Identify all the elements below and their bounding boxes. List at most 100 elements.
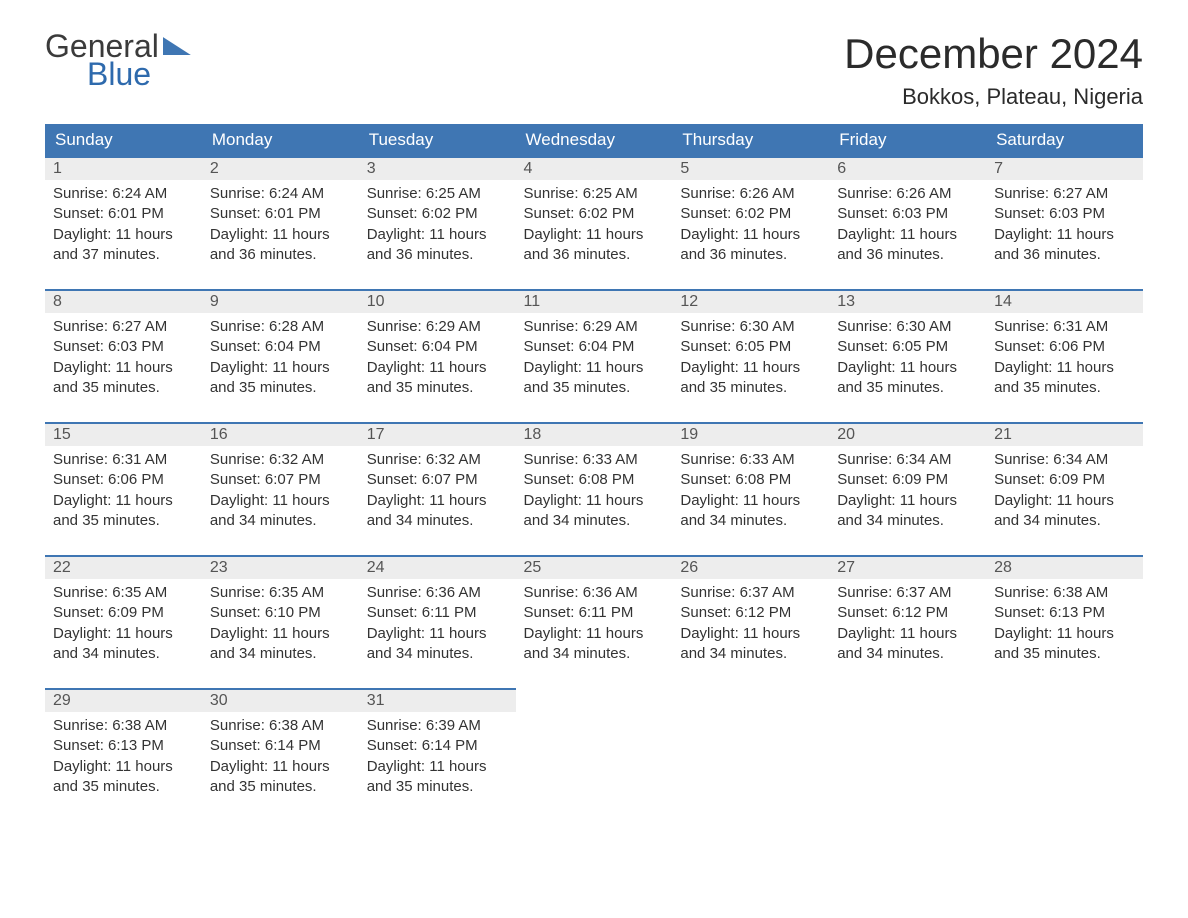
sunset-line: Sunset: 6:05 PM <box>837 337 978 357</box>
day-number: 7 <box>986 157 1143 180</box>
day-number: 22 <box>45 556 202 579</box>
daylight-line: Daylight: 11 hours and 34 minutes. <box>367 491 508 532</box>
sunset-line: Sunset: 6:13 PM <box>53 736 194 756</box>
sunrise-line: Sunrise: 6:35 AM <box>53 583 194 603</box>
empty-cell <box>672 689 829 712</box>
day-cell: Sunrise: 6:32 AMSunset: 6:07 PMDaylight:… <box>202 446 359 556</box>
sunset-line: Sunset: 6:03 PM <box>53 337 194 357</box>
sunrise-line: Sunrise: 6:25 AM <box>367 184 508 204</box>
daylight-line: Daylight: 11 hours and 34 minutes. <box>994 491 1135 532</box>
sunrise-line: Sunrise: 6:34 AM <box>994 450 1135 470</box>
day-data-row: Sunrise: 6:38 AMSunset: 6:13 PMDaylight:… <box>45 712 1143 821</box>
day-cell: Sunrise: 6:26 AMSunset: 6:03 PMDaylight:… <box>829 180 986 290</box>
day-cell: Sunrise: 6:34 AMSunset: 6:09 PMDaylight:… <box>986 446 1143 556</box>
header: General Blue December 2024 Bokkos, Plate… <box>45 30 1143 110</box>
day-number: 14 <box>986 290 1143 313</box>
day-number: 31 <box>359 689 516 712</box>
day-cell: Sunrise: 6:38 AMSunset: 6:14 PMDaylight:… <box>202 712 359 821</box>
day-cell: Sunrise: 6:33 AMSunset: 6:08 PMDaylight:… <box>672 446 829 556</box>
day-cell: Sunrise: 6:24 AMSunset: 6:01 PMDaylight:… <box>45 180 202 290</box>
day-number: 28 <box>986 556 1143 579</box>
day-number: 6 <box>829 157 986 180</box>
sunset-line: Sunset: 6:14 PM <box>367 736 508 756</box>
sunrise-line: Sunrise: 6:29 AM <box>524 317 665 337</box>
day-number: 27 <box>829 556 986 579</box>
day-cell: Sunrise: 6:38 AMSunset: 6:13 PMDaylight:… <box>45 712 202 821</box>
sunset-line: Sunset: 6:06 PM <box>53 470 194 490</box>
empty-cell <box>516 712 673 821</box>
day-cell: Sunrise: 6:29 AMSunset: 6:04 PMDaylight:… <box>359 313 516 423</box>
day-cell: Sunrise: 6:31 AMSunset: 6:06 PMDaylight:… <box>986 313 1143 423</box>
day-data-row: Sunrise: 6:24 AMSunset: 6:01 PMDaylight:… <box>45 180 1143 290</box>
sunset-line: Sunset: 6:10 PM <box>210 603 351 623</box>
sunset-line: Sunset: 6:14 PM <box>210 736 351 756</box>
day-number: 20 <box>829 423 986 446</box>
daylight-line: Daylight: 11 hours and 35 minutes. <box>210 358 351 399</box>
day-cell: Sunrise: 6:32 AMSunset: 6:07 PMDaylight:… <box>359 446 516 556</box>
day-cell: Sunrise: 6:26 AMSunset: 6:02 PMDaylight:… <box>672 180 829 290</box>
day-cell: Sunrise: 6:24 AMSunset: 6:01 PMDaylight:… <box>202 180 359 290</box>
daylight-line: Daylight: 11 hours and 34 minutes. <box>210 624 351 665</box>
brand-word-2: Blue <box>87 58 151 90</box>
sunset-line: Sunset: 6:13 PM <box>994 603 1135 623</box>
day-number: 8 <box>45 290 202 313</box>
daylight-line: Daylight: 11 hours and 34 minutes. <box>53 624 194 665</box>
day-number-row: 22232425262728 <box>45 556 1143 579</box>
daylight-line: Daylight: 11 hours and 36 minutes. <box>837 225 978 266</box>
daylight-line: Daylight: 11 hours and 36 minutes. <box>210 225 351 266</box>
day-cell: Sunrise: 6:30 AMSunset: 6:05 PMDaylight:… <box>829 313 986 423</box>
sunrise-line: Sunrise: 6:36 AM <box>524 583 665 603</box>
sunrise-line: Sunrise: 6:34 AM <box>837 450 978 470</box>
sunrise-line: Sunrise: 6:39 AM <box>367 716 508 736</box>
day-number: 1 <box>45 157 202 180</box>
daylight-line: Daylight: 11 hours and 35 minutes. <box>837 358 978 399</box>
sunset-line: Sunset: 6:03 PM <box>994 204 1135 224</box>
daylight-line: Daylight: 11 hours and 34 minutes. <box>837 491 978 532</box>
sunset-line: Sunset: 6:08 PM <box>680 470 821 490</box>
day-number: 10 <box>359 290 516 313</box>
day-number-row: 15161718192021 <box>45 423 1143 446</box>
day-cell: Sunrise: 6:29 AMSunset: 6:04 PMDaylight:… <box>516 313 673 423</box>
day-number-row: 293031 <box>45 689 1143 712</box>
sunset-line: Sunset: 6:05 PM <box>680 337 821 357</box>
empty-cell <box>986 689 1143 712</box>
daylight-line: Daylight: 11 hours and 34 minutes. <box>367 624 508 665</box>
sunset-line: Sunset: 6:09 PM <box>837 470 978 490</box>
day-number: 16 <box>202 423 359 446</box>
weekday-header: Saturday <box>986 124 1143 157</box>
day-number: 11 <box>516 290 673 313</box>
sunrise-line: Sunrise: 6:33 AM <box>524 450 665 470</box>
day-number: 15 <box>45 423 202 446</box>
sunrise-line: Sunrise: 6:31 AM <box>53 450 194 470</box>
daylight-line: Daylight: 11 hours and 35 minutes. <box>210 757 351 798</box>
daylight-line: Daylight: 11 hours and 36 minutes. <box>994 225 1135 266</box>
sunrise-line: Sunrise: 6:31 AM <box>994 317 1135 337</box>
sunrise-line: Sunrise: 6:24 AM <box>210 184 351 204</box>
weekday-header: Tuesday <box>359 124 516 157</box>
sunset-line: Sunset: 6:09 PM <box>994 470 1135 490</box>
day-data-row: Sunrise: 6:35 AMSunset: 6:09 PMDaylight:… <box>45 579 1143 689</box>
day-number: 19 <box>672 423 829 446</box>
sunrise-line: Sunrise: 6:28 AM <box>210 317 351 337</box>
sunrise-line: Sunrise: 6:24 AM <box>53 184 194 204</box>
daylight-line: Daylight: 11 hours and 35 minutes. <box>53 358 194 399</box>
sunrise-line: Sunrise: 6:32 AM <box>367 450 508 470</box>
daylight-line: Daylight: 11 hours and 37 minutes. <box>53 225 194 266</box>
sunset-line: Sunset: 6:12 PM <box>680 603 821 623</box>
title-block: December 2024 Bokkos, Plateau, Nigeria <box>844 30 1143 110</box>
empty-cell <box>829 689 986 712</box>
day-cell: Sunrise: 6:25 AMSunset: 6:02 PMDaylight:… <box>516 180 673 290</box>
day-number-row: 891011121314 <box>45 290 1143 313</box>
sunset-line: Sunset: 6:02 PM <box>524 204 665 224</box>
daylight-line: Daylight: 11 hours and 35 minutes. <box>53 757 194 798</box>
sunset-line: Sunset: 6:06 PM <box>994 337 1135 357</box>
sunrise-line: Sunrise: 6:26 AM <box>837 184 978 204</box>
day-cell: Sunrise: 6:30 AMSunset: 6:05 PMDaylight:… <box>672 313 829 423</box>
daylight-line: Daylight: 11 hours and 35 minutes. <box>680 358 821 399</box>
daylight-line: Daylight: 11 hours and 34 minutes. <box>210 491 351 532</box>
day-number: 23 <box>202 556 359 579</box>
sunrise-line: Sunrise: 6:29 AM <box>367 317 508 337</box>
sunset-line: Sunset: 6:07 PM <box>210 470 351 490</box>
day-number: 13 <box>829 290 986 313</box>
sunset-line: Sunset: 6:09 PM <box>53 603 194 623</box>
